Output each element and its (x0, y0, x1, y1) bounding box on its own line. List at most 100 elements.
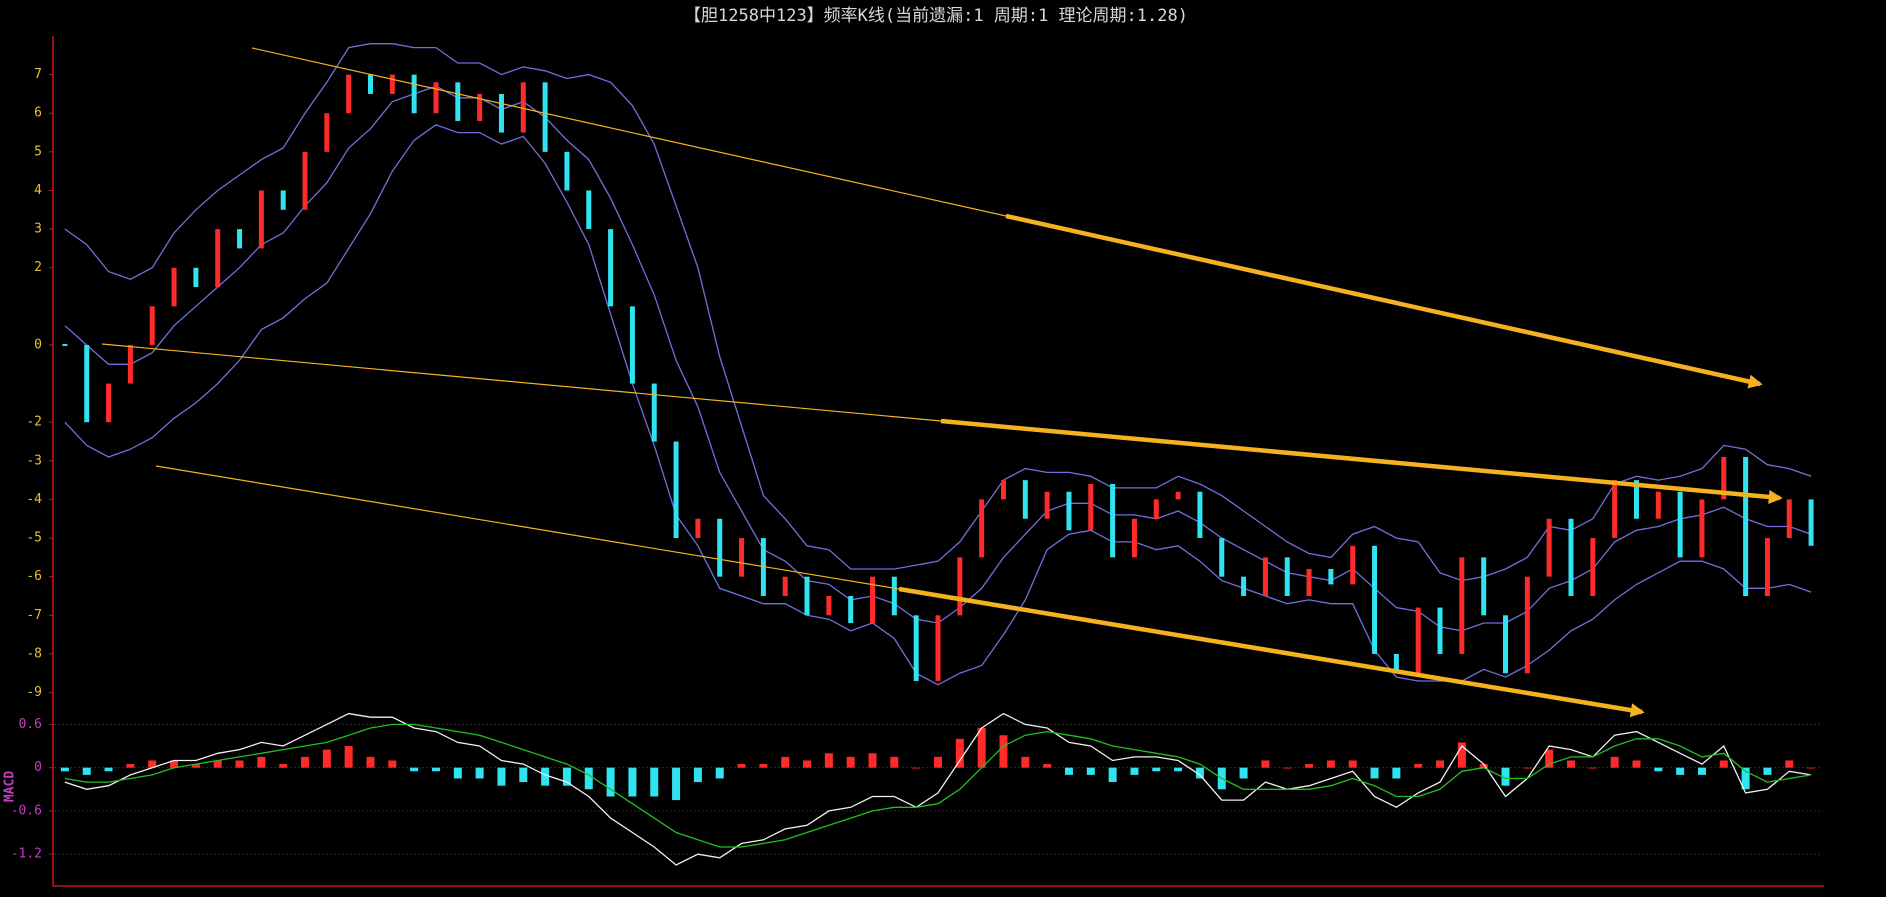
candle (739, 538, 745, 577)
macd-bar (1588, 767, 1597, 769)
candle (389, 74, 395, 94)
macd-bar (60, 767, 69, 772)
macd-bar (1086, 767, 1095, 775)
macd-bar (388, 760, 397, 768)
candle (870, 576, 876, 624)
macd-bar (1697, 767, 1706, 775)
macd-bar (934, 756, 942, 768)
macd-bar (453, 767, 462, 779)
candle (367, 74, 373, 94)
plot-area: 7 6 5 4 3 2 0 -2 -3 -4 -5 -6 -7 -8 -9 0.6 0 -0.6 -1.2 MACD (3, 43, 1822, 866)
macd-bar (1064, 767, 1073, 775)
trend-arrow (898, 586, 1645, 718)
candle (1022, 480, 1028, 519)
macd-line (64, 712, 1812, 866)
candle (586, 190, 592, 230)
macd-line (64, 723, 1812, 848)
candle (106, 383, 112, 423)
candle (520, 82, 526, 133)
y-tick-label: 0.6 (19, 717, 42, 732)
candle (237, 229, 243, 249)
y-tick-label: 6 (34, 106, 42, 121)
macd-bar (693, 767, 702, 783)
candle (979, 499, 985, 558)
candle (411, 74, 417, 114)
macd-bar (890, 756, 899, 768)
candle (1677, 491, 1683, 558)
candle (673, 441, 679, 539)
y-tick-label: 2 (34, 260, 42, 275)
macd-bar (497, 767, 506, 786)
candle (1612, 480, 1618, 539)
macd-bar (1719, 760, 1728, 768)
macd-bar (1348, 760, 1357, 768)
candle (127, 344, 133, 384)
candle (498, 93, 504, 133)
candle (1393, 653, 1399, 674)
macd-bar (1566, 760, 1575, 768)
trend-arrow (940, 418, 1783, 504)
candle (1066, 491, 1072, 531)
trend-arrow (1005, 213, 1763, 389)
candle (1153, 499, 1159, 519)
macd-bar (519, 767, 528, 783)
trend-line (155, 465, 900, 590)
candle (1110, 484, 1116, 558)
macd-bar (912, 767, 921, 769)
macd-bar (148, 760, 157, 768)
macd-bar (1392, 767, 1401, 779)
macd-bar (1370, 767, 1379, 779)
y-tick-label: -7 (26, 608, 42, 623)
candle (1306, 568, 1312, 596)
y-tick-label: 0 (34, 337, 42, 352)
candle (215, 229, 221, 288)
candle (1175, 491, 1181, 500)
macd-bar (868, 753, 877, 768)
macd-bar (846, 756, 855, 768)
macd-bar (781, 756, 790, 768)
macd-bar (759, 764, 768, 768)
candle (1372, 545, 1378, 654)
candle (1590, 538, 1596, 596)
candle (84, 344, 90, 423)
macd-bar (999, 735, 1008, 768)
macd-bar (1152, 767, 1161, 772)
y-tick-label: 0 (34, 760, 42, 775)
macd-bar (606, 767, 615, 797)
candle (1546, 518, 1552, 577)
candle (433, 82, 439, 114)
candle (1328, 568, 1334, 585)
candle (695, 518, 701, 539)
trend-line (251, 47, 1007, 217)
y-tick-label: -0.6 (11, 803, 42, 818)
macd-bar (1283, 767, 1292, 769)
candle (1241, 576, 1247, 596)
candle (1786, 499, 1792, 539)
candle (1219, 538, 1225, 577)
y-tick-label: -4 (26, 492, 42, 507)
y-tick-label: -2 (26, 415, 42, 430)
trend-arrows (101, 47, 1783, 718)
candle (848, 596, 854, 624)
candle (651, 383, 657, 442)
candle (542, 82, 548, 152)
candle (782, 576, 788, 596)
candle (1088, 484, 1094, 531)
macd-bar (562, 767, 571, 786)
candle (477, 93, 483, 121)
macd-bar (1545, 749, 1554, 768)
candle (1764, 538, 1770, 596)
candle (280, 190, 286, 210)
candle (1699, 499, 1705, 558)
macd-bar (301, 756, 310, 768)
macd-bar (1108, 767, 1117, 783)
macd-bar (803, 760, 812, 768)
macd-bar (1414, 764, 1423, 768)
macd-bar (279, 764, 288, 768)
macd-bar (213, 760, 222, 768)
candle (1459, 557, 1465, 654)
macd-bar (955, 738, 964, 768)
candle (1350, 545, 1356, 585)
